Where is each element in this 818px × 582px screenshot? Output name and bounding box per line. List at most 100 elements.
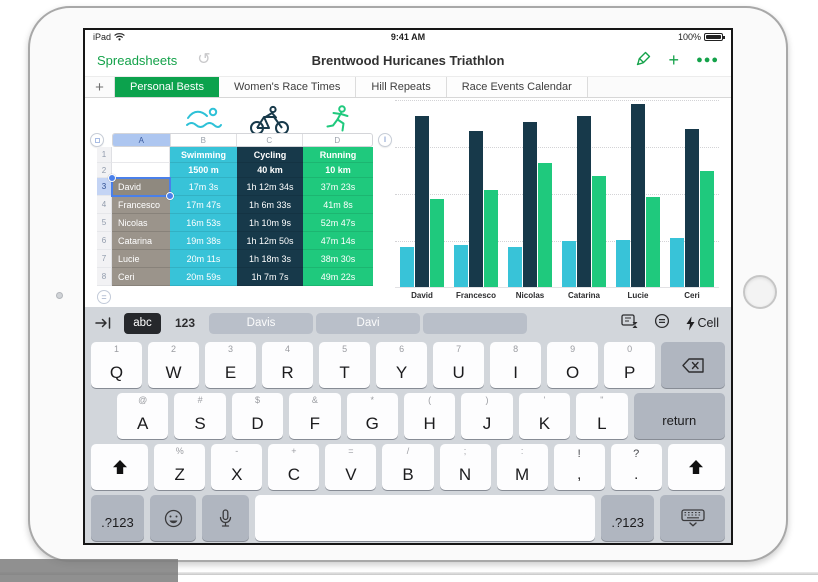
cell-d1[interactable]: Running <box>303 147 373 163</box>
cell-c3[interactable]: 1h 12m 34s <box>237 178 303 196</box>
tab-personal-bests[interactable]: Personal Bests <box>115 77 219 97</box>
key-j[interactable]: ) J <box>461 393 513 439</box>
add-column-handle[interactable]: ‖ <box>378 133 392 147</box>
shift-key[interactable] <box>91 444 149 490</box>
key-f[interactable]: & F <box>289 393 341 439</box>
number-toggle-key[interactable]: .?123 <box>601 495 655 541</box>
numbers-mode-button[interactable]: 123 <box>175 316 196 330</box>
row-header-4[interactable]: 4 <box>97 196 112 214</box>
emoji-key[interactable] <box>149 495 197 541</box>
suggestion-davis[interactable]: Davis <box>209 312 314 334</box>
tab-hill-repeats[interactable]: Hill Repeats <box>356 77 447 97</box>
cell-format-icon[interactable] <box>621 313 639 334</box>
cell-c5[interactable]: 1h 10m 9s <box>237 214 303 232</box>
add-object-icon[interactable]: + <box>668 50 680 70</box>
column-header-a[interactable]: A <box>113 134 171 146</box>
return-key[interactable]: return <box>633 393 725 439</box>
cell-b7[interactable]: 20m 11s <box>170 250 237 268</box>
key-x[interactable]: -X <box>211 444 263 490</box>
formula-equals-icon[interactable] <box>654 313 670 334</box>
swimmer-icon[interactable] <box>185 105 223 136</box>
key-l[interactable]: " L <box>576 393 628 439</box>
home-button[interactable] <box>743 275 777 309</box>
cell-c1[interactable]: Cycling <box>237 147 303 163</box>
cell-a4[interactable]: Francesco <box>112 196 170 214</box>
cell-b8[interactable]: 20m 59s <box>170 268 237 286</box>
space-key[interactable] <box>254 495 596 541</box>
cell-d4[interactable]: 41m 8s <box>303 196 373 214</box>
cell-a1[interactable] <box>112 147 170 163</box>
cell-a2[interactable] <box>112 163 170 178</box>
key-c[interactable]: + C <box>268 444 320 490</box>
cell-b3[interactable]: 17m 3s <box>170 178 237 196</box>
cell-d7[interactable]: 38m 30s <box>303 250 373 268</box>
cell-d6[interactable]: 47m 14s <box>303 232 373 250</box>
add-row-handle[interactable]: = <box>97 290 111 304</box>
tab-women-s-race-times[interactable]: Women's Race Times <box>218 77 357 97</box>
column-header-b[interactable]: B <box>171 134 238 146</box>
quick-cell-button[interactable]: Cell <box>685 316 719 331</box>
tab-key-icon[interactable] <box>95 316 112 330</box>
key-n[interactable]: ; N <box>439 444 491 490</box>
cell-a8[interactable]: Ceri <box>112 268 170 286</box>
row-header-5[interactable]: 5 <box>97 214 112 232</box>
suggestion-davi[interactable]: Davi <box>316 312 421 334</box>
cell-b5[interactable]: 16m 53s <box>170 214 237 232</box>
number-toggle-key[interactable]: .?123 <box>91 495 144 541</box>
row-header-6[interactable]: 6 <box>97 232 112 250</box>
cell-a5[interactable]: Nicolas <box>112 214 170 232</box>
row-header-7[interactable]: 7 <box>97 250 112 268</box>
bar-chart[interactable]: David Francesco Nicolas Catarina Lucie Ceri <box>395 100 719 302</box>
cell-d2[interactable]: 10 km <box>303 163 373 178</box>
column-header-c[interactable]: C <box>237 134 303 146</box>
key-z[interactable]: % Z <box>154 444 206 490</box>
key-h[interactable]: (H <box>403 393 456 439</box>
row-header-3[interactable]: 3 <box>97 178 112 196</box>
key-g[interactable]: * G <box>346 393 398 439</box>
key-a[interactable]: @ A <box>117 393 169 439</box>
key-s[interactable]: # S <box>174 393 226 439</box>
cell-c6[interactable]: 1h 12m 50s <box>237 232 303 250</box>
cell-c8[interactable]: 1h 7m 7s <box>237 268 303 286</box>
table-select-handle[interactable] <box>90 133 104 147</box>
backspace-key[interactable] <box>661 342 725 388</box>
cell-d8[interactable]: 49m 22s <box>303 268 373 286</box>
cell-b4[interactable]: 17m 47s <box>170 196 237 214</box>
key-b[interactable]: / B <box>382 444 434 490</box>
undo-icon[interactable]: ↺ <box>197 51 211 68</box>
key-d[interactable]: $ D <box>231 393 284 439</box>
dismiss-key[interactable] <box>660 495 725 541</box>
cell-d5[interactable]: 52m 47s <box>303 214 373 232</box>
more-menu-icon[interactable]: ●●● <box>696 53 719 66</box>
shift-key[interactable] <box>667 444 725 490</box>
cell-c2[interactable]: 40 km <box>237 163 303 178</box>
row-header-1[interactable]: 1 <box>97 147 112 163</box>
abc-mode-button[interactable]: abc <box>124 312 161 334</box>
cell-b6[interactable]: 19m 38s <box>170 232 237 250</box>
cell-a7[interactable]: Lucie <box>112 250 170 268</box>
runner-icon[interactable] <box>325 105 353 138</box>
column-header-d[interactable]: D <box>334 135 341 145</box>
add-sheet-button[interactable]: + <box>85 77 115 97</box>
key-k[interactable]: ' K <box>518 393 571 439</box>
row-header-8[interactable]: 8 <box>97 268 112 286</box>
key-m[interactable]: :M <box>496 444 548 490</box>
cell-b2[interactable]: 1500 m <box>170 163 237 178</box>
cell-c4[interactable]: 1h 6m 33s <box>237 196 303 214</box>
cell-a6[interactable]: Catarina <box>112 232 170 250</box>
key-period[interactable]: ?. <box>610 444 662 490</box>
suggestion-blank[interactable] <box>423 312 528 334</box>
cyclist-icon[interactable] <box>249 105 291 140</box>
cell-c7[interactable]: 1h 18m 3s <box>237 250 303 268</box>
spreadsheets-back-button[interactable]: Spreadsheets <box>97 52 178 68</box>
